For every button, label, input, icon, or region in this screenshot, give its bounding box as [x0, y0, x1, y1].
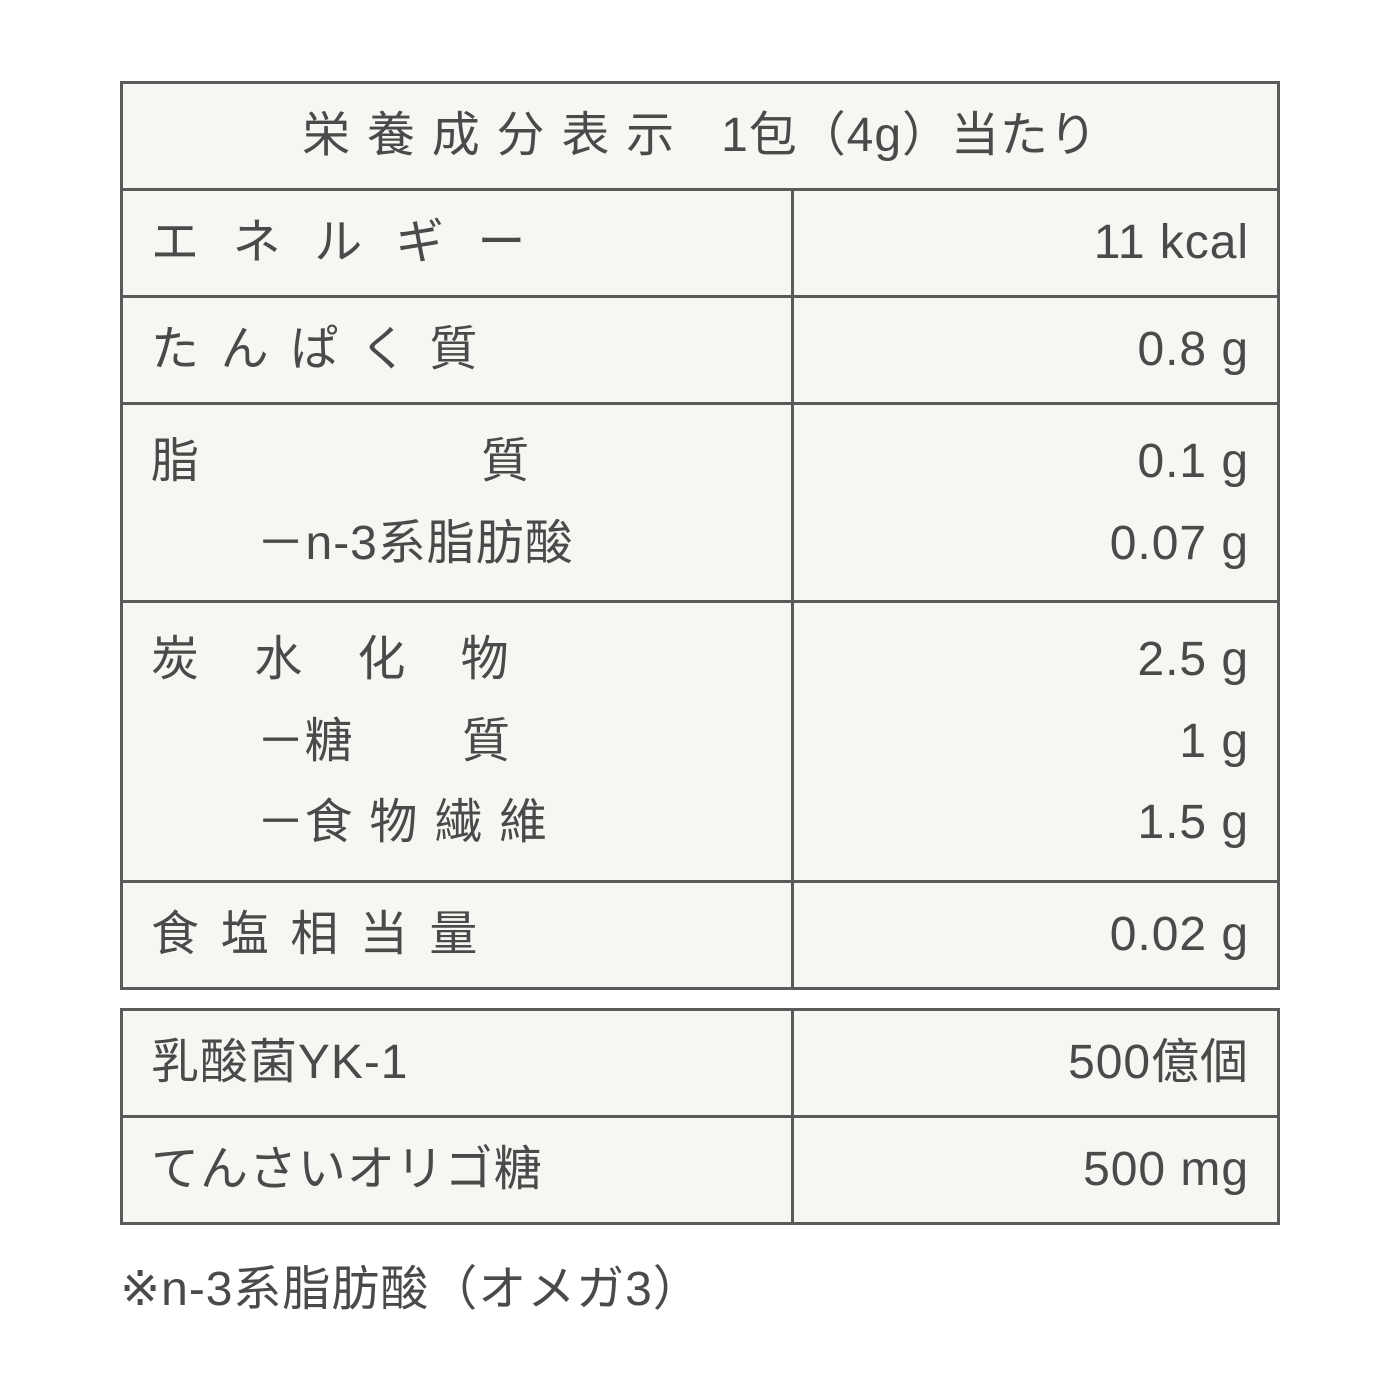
row-value: 0.1 g	[1137, 435, 1249, 488]
row-label: てんさいオリゴ糖	[122, 1116, 793, 1223]
row-label: たんぱく質	[122, 297, 793, 404]
row-value-carb: 2.5 g 1 g 1.5 g	[793, 602, 1279, 882]
table-row: エネルギー 11 kcal	[122, 190, 1279, 297]
nutrition-table-wrap: 栄養成分表示 1包（4g）当たり エネルギー 11 kcal たんぱく質 0.8…	[120, 81, 1280, 1319]
row-label: エネルギー	[122, 190, 793, 297]
row-label: 炭水化物	[151, 633, 564, 686]
footnote: ※n-3系脂肪酸（オメガ3）	[120, 1225, 1280, 1319]
row-label-fat: 脂 質 －n-3系脂肪酸	[122, 404, 793, 602]
row-subvalue: 1.5 g	[1137, 796, 1249, 849]
row-value: 500 mg	[793, 1116, 1279, 1223]
nutrition-panel: 栄養成分表示 1包（4g）当たり エネルギー 11 kcal たんぱく質 0.8…	[100, 61, 1300, 1339]
header-sub: 1包（4g）当たり	[721, 109, 1098, 162]
row-label: 食塩相当量	[122, 881, 793, 988]
row-value: 2.5 g	[1137, 633, 1249, 686]
row-subvalue: 0.07 g	[1110, 517, 1249, 570]
table-header-row: 栄養成分表示 1包（4g）当たり	[122, 83, 1279, 190]
table-row: 食塩相当量 0.02 g	[122, 881, 1279, 988]
table-row: 乳酸菌YK-1 500億個	[122, 1009, 1279, 1116]
row-value: 11 kcal	[793, 190, 1279, 297]
row-value: 0.02 g	[793, 881, 1279, 988]
table-row: 脂 質 －n-3系脂肪酸 0.1 g 0.07 g	[122, 404, 1279, 602]
row-value: 500億個	[793, 1009, 1279, 1116]
nutrition-table: 栄養成分表示 1包（4g）当たり エネルギー 11 kcal たんぱく質 0.8…	[120, 81, 1280, 990]
table-row: てんさいオリゴ糖 500 mg	[122, 1116, 1279, 1223]
row-sublabel: －食物繊維	[151, 782, 763, 864]
extra-table: 乳酸菌YK-1 500億個 てんさいオリゴ糖 500 mg	[120, 1008, 1280, 1225]
row-sublabel: －n-3系脂肪酸	[151, 503, 763, 585]
table-row: たんぱく質 0.8 g	[122, 297, 1279, 404]
header-main: 栄養成分表示	[302, 109, 691, 162]
row-value: 0.8 g	[793, 297, 1279, 404]
row-value-fat: 0.1 g 0.07 g	[793, 404, 1279, 602]
row-label: 脂 質	[151, 435, 664, 488]
row-subvalue: 1 g	[1179, 715, 1249, 768]
table-row: 炭水化物 －糖 質 －食物繊維 2.5 g 1 g 1.5 g	[122, 602, 1279, 882]
row-sublabel: －糖 質	[151, 701, 763, 783]
row-label-carb: 炭水化物 －糖 質 －食物繊維	[122, 602, 793, 882]
table-header: 栄養成分表示 1包（4g）当たり	[122, 83, 1279, 190]
row-label: 乳酸菌YK-1	[122, 1009, 793, 1116]
